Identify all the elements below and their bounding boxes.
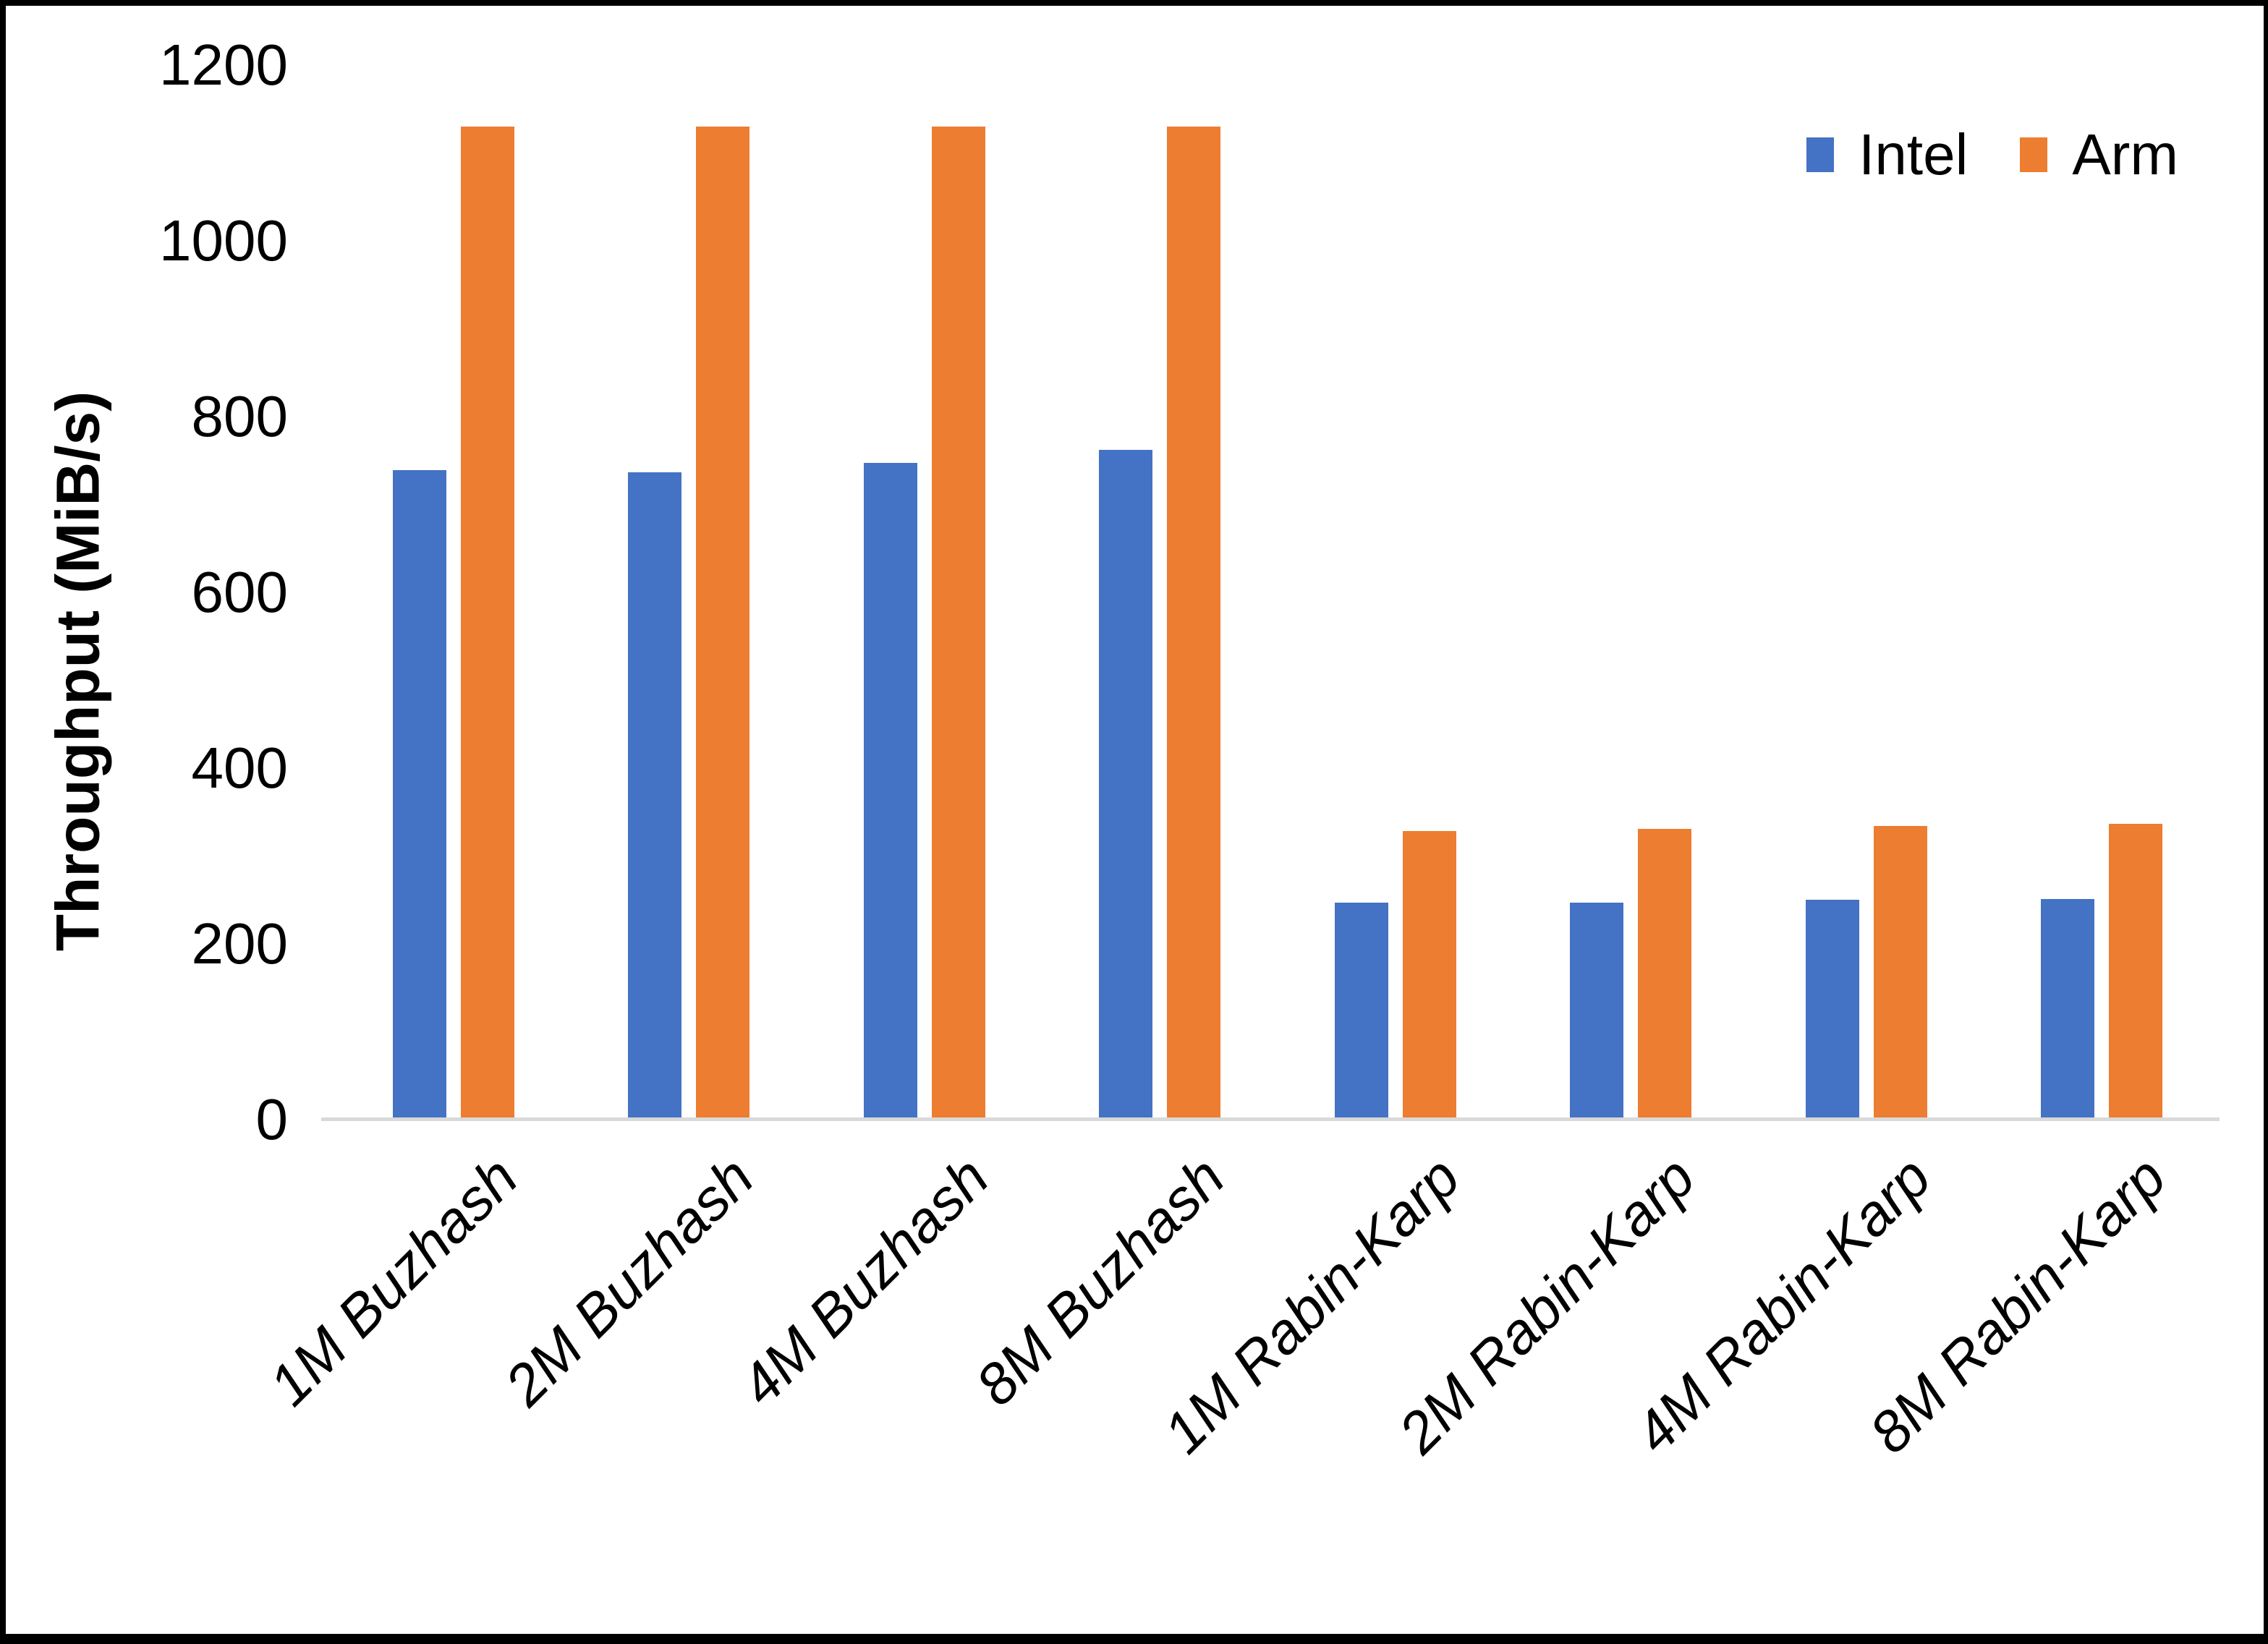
y-axis-tick-labels: 0 200 400 600 800 1000 1200 (107, 36, 288, 1149)
bar-group (1042, 65, 1278, 1120)
bar-group (807, 65, 1042, 1120)
legend: Intel Arm (1806, 126, 2178, 184)
x-axis-line (321, 1117, 2220, 1121)
legend-swatch-intel (1806, 137, 1835, 172)
x-category-label: 4M Buzhash (727, 1144, 1001, 1418)
bar-intel (1805, 900, 1859, 1120)
bar-group (1278, 65, 1513, 1120)
y-tick-label: 1200 (159, 33, 288, 97)
y-tick-label: 1000 (159, 208, 288, 273)
bar-intel (628, 472, 682, 1120)
legend-item-intel: Intel (1806, 126, 1968, 184)
bar-intel (2041, 899, 2095, 1120)
legend-item-arm: Arm (2020, 126, 2178, 184)
x-category-label: 2M Buzhash (492, 1144, 765, 1418)
y-tick-label: 800 (191, 384, 288, 448)
legend-swatch-arm (2020, 137, 2048, 172)
bar-group (1984, 65, 2220, 1120)
bar-group (336, 65, 572, 1120)
plot-area (321, 65, 2220, 1121)
y-tick-label: 600 (191, 560, 288, 624)
bar-arm (1873, 826, 1927, 1120)
bar-arm (696, 127, 750, 1120)
y-axis-title: Throughput (MiB/s) (43, 391, 112, 952)
bar-arm (2109, 823, 2163, 1120)
bar-group (572, 65, 807, 1120)
legend-label-arm: Arm (2072, 122, 2178, 187)
bar-arm (460, 127, 514, 1120)
bar-groups (336, 65, 2220, 1120)
x-category-label: 1M Buzhash (256, 1144, 530, 1418)
bar-group (1749, 65, 1984, 1120)
bar-intel (392, 470, 446, 1120)
bar-intel (1570, 902, 1624, 1120)
bar-intel (863, 463, 917, 1120)
bar-arm (931, 127, 985, 1120)
y-tick-label: 400 (191, 736, 288, 800)
bar-arm (1167, 127, 1221, 1120)
bar-intel (1334, 902, 1388, 1120)
y-tick-label: 0 (255, 1087, 289, 1151)
legend-label-intel: Intel (1859, 122, 1968, 187)
x-category-labels: 1M Buzhash 2M Buzhash 4M Buzhash 8M Buzhash… (257, 1144, 2220, 1580)
bar-intel (1099, 450, 1153, 1120)
bar-arm (1402, 831, 1456, 1120)
bar-group (1513, 65, 1749, 1120)
y-tick-label: 200 (191, 911, 288, 976)
bar-arm (1638, 828, 1692, 1120)
